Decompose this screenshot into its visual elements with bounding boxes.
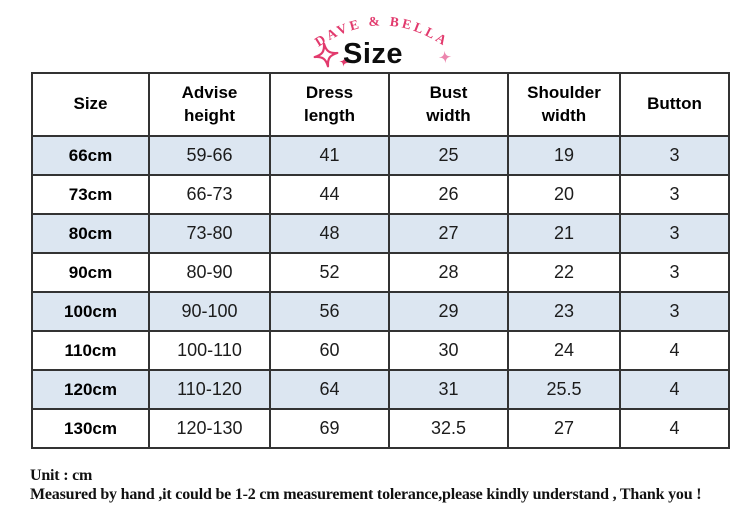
- value-cell: 4: [619, 369, 730, 410]
- value-cell: 120-130: [148, 408, 271, 449]
- size-cell: 130cm: [31, 408, 150, 449]
- value-cell: 66-73: [148, 174, 271, 215]
- table-row: 120cm 110-120 64 31 25.5 4: [31, 369, 730, 410]
- value-cell: 56: [269, 291, 390, 332]
- col-header-dress-length: Dress length: [269, 72, 390, 137]
- value-cell: 19: [507, 135, 621, 176]
- value-cell: 27: [388, 213, 509, 254]
- value-cell: 20: [507, 174, 621, 215]
- col-header-shoulder-width: Shoulder width: [507, 72, 621, 137]
- value-cell: 3: [619, 135, 730, 176]
- sparkle-left-small-icon: [339, 57, 349, 67]
- value-cell: 3: [619, 213, 730, 254]
- size-cell: 100cm: [31, 291, 150, 332]
- col-header-bust-width: Bust width: [388, 72, 509, 137]
- value-cell: 3: [619, 252, 730, 293]
- value-cell: 31: [388, 369, 509, 410]
- value-cell: 4: [619, 330, 730, 371]
- value-cell: 27: [507, 408, 621, 449]
- value-cell: 41: [269, 135, 390, 176]
- value-cell: 32.5: [388, 408, 509, 449]
- value-cell: 23: [507, 291, 621, 332]
- sparkle-right-icon: [438, 50, 452, 64]
- value-cell: 100-110: [148, 330, 271, 371]
- size-cell: 73cm: [31, 174, 150, 215]
- table-row: 100cm 90-100 56 29 23 3: [31, 291, 730, 332]
- value-cell: 30: [388, 330, 509, 371]
- size-table-body: 66cm 59-66 41 25 19 3 73cm 66-73 44 26 20 3 80cm 73-8…: [31, 135, 730, 449]
- table-row: 110cm 100-110 60 30 24 4: [31, 330, 730, 371]
- header-row: Size Advise height Dress length Bust wid…: [31, 72, 730, 137]
- col-header-size: Size: [31, 72, 150, 137]
- value-cell: 60: [269, 330, 390, 371]
- value-cell: 48: [269, 213, 390, 254]
- size-table: Size Advise height Dress length Bust wid…: [31, 72, 730, 449]
- value-cell: 80-90: [148, 252, 271, 293]
- size-cell: 120cm: [31, 369, 150, 410]
- value-cell: 64: [269, 369, 390, 410]
- value-cell: 26: [388, 174, 509, 215]
- table-row: 130cm 120-130 69 32.5 27 4: [31, 408, 730, 449]
- value-cell: 73-80: [148, 213, 271, 254]
- value-cell: 90-100: [148, 291, 271, 332]
- value-cell: 28: [388, 252, 509, 293]
- value-cell: 4: [619, 408, 730, 449]
- tolerance-note: Measured by hand ,it could be 1-2 cm mea…: [30, 486, 702, 503]
- value-cell: 25: [388, 135, 509, 176]
- size-cell: 90cm: [31, 252, 150, 293]
- value-cell: 22: [507, 252, 621, 293]
- size-cell: 110cm: [31, 330, 150, 371]
- value-cell: 52: [269, 252, 390, 293]
- table-row: 66cm 59-66 41 25 19 3: [31, 135, 730, 176]
- table-row: 80cm 73-80 48 27 21 3: [31, 213, 730, 254]
- size-cell: 66cm: [31, 135, 150, 176]
- value-cell: 59-66: [148, 135, 271, 176]
- unit-note: Unit : cm: [30, 467, 93, 484]
- value-cell: 110-120: [148, 369, 271, 410]
- sparkle-left-icon: [313, 42, 339, 68]
- value-cell: 44: [269, 174, 390, 215]
- size-table-header: Size Advise height Dress length Bust wid…: [31, 72, 730, 137]
- value-cell: 29: [388, 291, 509, 332]
- brand-header-graphic: DAVE & BELLA: [312, 13, 452, 68]
- table-row: 73cm 66-73 44 26 20 3: [31, 174, 730, 215]
- value-cell: 21: [507, 213, 621, 254]
- value-cell: 24: [507, 330, 621, 371]
- table-row: 90cm 80-90 52 28 22 3: [31, 252, 730, 293]
- value-cell: 25.5: [507, 369, 621, 410]
- value-cell: 69: [269, 408, 390, 449]
- value-cell: 3: [619, 174, 730, 215]
- value-cell: 3: [619, 291, 730, 332]
- col-header-advise-height: Advise height: [148, 72, 271, 137]
- page-title: Size: [343, 38, 404, 70]
- size-cell: 80cm: [31, 213, 150, 254]
- footnote: Unit : cm Measured by hand ,it could be …: [30, 466, 702, 504]
- col-header-button: Button: [619, 72, 730, 137]
